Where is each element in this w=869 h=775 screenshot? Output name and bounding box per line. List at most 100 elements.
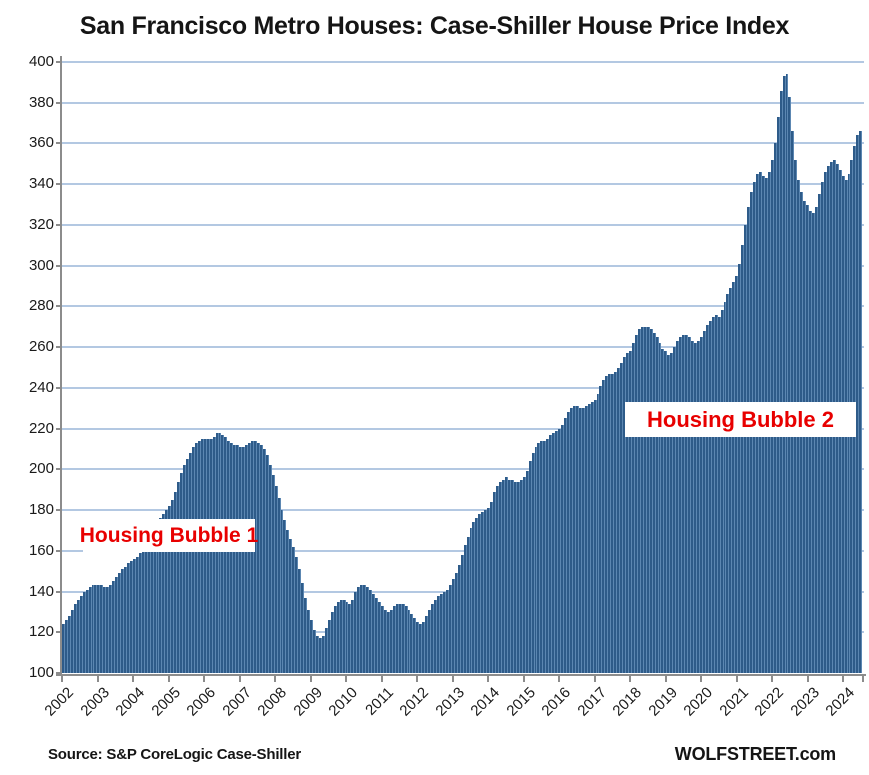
bar-2010-12 [377,601,381,673]
x-tick-2010 [345,676,348,682]
bar-2017-06 [608,373,612,673]
x-tick-end [862,676,864,682]
bar-2011-09 [404,605,408,673]
y-label-240: 240 [28,378,54,396]
bar-2013-03 [457,565,461,673]
bar-2006-09 [227,440,231,673]
bar-2019-02 [667,355,671,673]
bar-2002-02 [64,620,68,673]
bar-2014-02 [490,501,494,673]
bar-2007-06 [253,440,257,673]
bar-2004-05 [144,540,148,673]
bar-2021-03 [741,245,745,673]
bar-2011-04 [389,609,393,673]
gridline-260 [62,346,864,349]
y-label-100: 100 [28,664,54,681]
bar-2014-01 [487,508,491,673]
bar-2006-08 [224,436,228,673]
y-label-120: 120 [28,623,54,641]
bar-2004-04 [141,546,145,673]
annotation-housing-bubble-1: Housing Bubble 1 [80,519,258,552]
bar-2005-08 [188,453,192,673]
x-tick-2011 [380,676,383,682]
bar-2009-05 [321,636,325,673]
y-tick-280 [56,305,62,308]
bar-2019-11 [693,343,697,673]
y-tick-380 [56,101,62,104]
x-tick-2014 [487,676,490,682]
bar-2021-04 [744,224,748,673]
bar-2018-01 [629,351,632,673]
bar-2007-05 [251,440,254,673]
bar-2016-02 [561,424,565,673]
y-label-200: 200 [28,460,54,478]
x-tick-2003 [96,676,99,682]
bar-2002-08 [82,591,86,673]
plot-area [62,61,864,673]
bar-2002-03 [67,615,71,673]
x-tick-2020 [700,676,703,682]
bar-2005-03 [174,491,178,673]
bar-2010-06 [360,585,364,673]
bar-2018-10 [655,336,659,673]
bar-2003-06 [112,581,116,673]
bar-2016-01 [558,428,562,673]
bar-2002-07 [79,595,83,673]
bar-2016-05 [569,408,573,673]
bar-2019-07 [682,334,686,673]
bar-2018-04 [637,328,641,673]
y-tick-180 [56,509,62,512]
bar-2002-06 [76,599,80,673]
bar-2016-03 [564,418,567,673]
bar-2008-08 [295,556,299,673]
bar-2018-07 [646,326,650,673]
bar-2018-06 [643,326,647,673]
bar-2023-04 [815,206,818,673]
bar-2016-07 [575,406,579,673]
bar-2011-12 [413,618,417,673]
bar-2002-01 [62,624,65,673]
bar-2017-05 [605,375,609,673]
bar-2005-06 [183,465,187,673]
bar-2009-10 [336,601,340,673]
gridline-320 [62,223,864,226]
bar-2019-10 [691,341,694,673]
bar-2014-08 [507,479,511,673]
gridline-160 [62,549,864,552]
bar-2011-05 [392,605,396,673]
bar-2020-05 [711,316,715,673]
bar-2005-12 [200,438,204,673]
bar-2007-07 [256,442,260,673]
bar-2005-07 [186,459,189,673]
annotation-housing-bubble-2: Housing Bubble 2 [625,402,856,437]
bar-2007-02 [242,446,246,673]
bar-2013-05 [463,544,467,673]
bar-2012-04 [425,615,429,673]
bar-2005-01 [168,506,172,673]
bar-2016-12 [590,402,594,673]
gridline-360 [62,142,864,145]
bar-2004-10 [159,518,163,673]
bar-2009-02 [313,630,316,673]
bar-2007-04 [248,442,251,673]
bar-2008-04 [283,520,287,673]
bar-2019-01 [664,351,668,673]
y-label-340: 340 [28,175,54,193]
bar-2007-12 [271,475,275,673]
bar-2018-03 [634,334,638,673]
x-tick-2017 [593,676,596,682]
source-credit: Source: S&P CoreLogic Case-Shiller [48,746,301,763]
bar-2014-09 [510,479,514,673]
x-tick-2008 [274,676,277,682]
bar-2015-06 [537,442,541,673]
bar-2014-07 [504,477,508,673]
bar-2015-05 [534,446,538,673]
bar-2017-10 [620,363,624,673]
bar-2017-12 [626,353,629,673]
bar-2020-02 [702,330,706,673]
bar-2016-10 [584,406,588,673]
y-tick-160 [56,549,62,552]
bar-2014-06 [502,479,505,673]
bar-2009-07 [327,620,331,673]
bar-2011-06 [395,603,399,673]
